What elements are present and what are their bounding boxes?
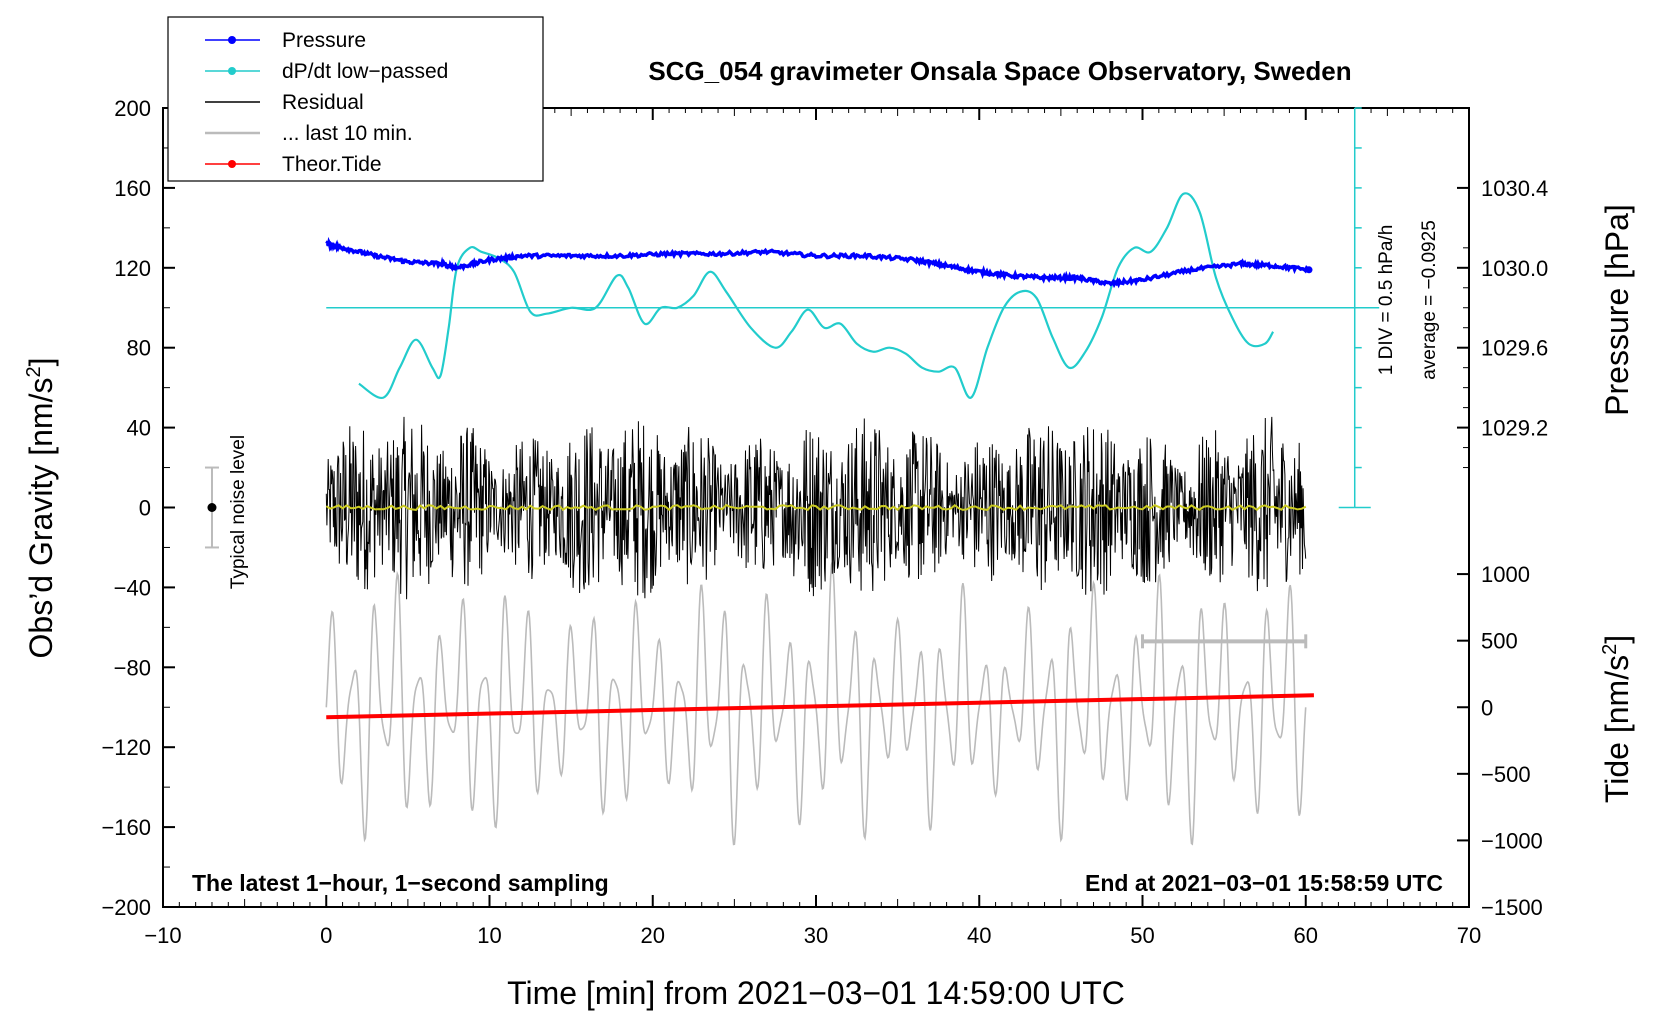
x-tick-label: 40 [967,923,991,948]
x-tick-label: 60 [1294,923,1318,948]
pressure-tick-label: 1030.0 [1481,256,1548,281]
y-tick-label: −200 [101,895,151,920]
x-tick-label: 0 [320,923,332,948]
pressure-line [325,236,1309,289]
pressure-axis-title: Pressure [hPa] [1599,204,1635,416]
y-tick-label: −80 [114,655,151,680]
legend: Pressure dP/dt low−passed Residual ... last… [167,16,544,182]
noise-bar-center-dot [207,503,217,512]
x-tick-label: 20 [641,923,665,948]
pressure-tick-label: 1029.2 [1481,416,1548,441]
tide-tick-label: 500 [1481,629,1518,654]
legend-label: Pressure [282,29,366,52]
y-tick-label: 40 [127,416,151,441]
x-tick-label: 70 [1457,923,1481,948]
dpdt-div-label: 1 DIV = 0.5 hPa/h [1376,225,1397,376]
y-tick-label: −160 [101,815,151,840]
pressure-tick-label: 1029.6 [1481,336,1548,361]
y-tick-label: 200 [114,96,151,121]
y-tick-label: 120 [114,256,151,281]
tide-tick-label: −1500 [1481,895,1543,920]
tide-tick-label: 1000 [1481,562,1530,587]
last-10-min-line [325,561,1307,846]
x-tick-label: −10 [144,923,181,948]
tide-tick-label: −1000 [1481,828,1543,853]
legend-label: Theor.Tide [282,153,382,176]
y-tick-label: 0 [139,496,151,521]
y-tick-label: 80 [127,336,151,361]
residual-mean-line [325,503,1307,512]
legend-marker [228,160,236,168]
y-tick-label: 160 [114,176,151,201]
noise-level-label: Typical noise level [228,435,249,589]
legend-marker [228,67,236,75]
y-tick-label: −40 [114,575,151,600]
tide-tick-label: 0 [1481,695,1493,720]
legend-label: dP/dt low−passed [282,60,448,83]
dpdt-average-label: average = −0.0925 [1419,220,1440,380]
theor-tide-line [326,693,1314,720]
pressure-tick-label: 1030.4 [1481,176,1548,201]
note-right: End at 2021−03−01 15:58:59 UTC [1085,870,1443,896]
chart-title: SCG_054 gravimeter Onsala Space Observat… [648,56,1351,86]
x-tick-label: 10 [477,923,501,948]
residual-line [325,416,1307,600]
legend-label: ... last 10 min. [282,122,413,145]
x-axis-title: Time [min] from 2021−03−01 14:59:00 UTC [507,975,1125,1011]
y-tick-label: −120 [101,735,151,760]
dpdt-line [358,192,1275,399]
x-tick-label: 50 [1130,923,1154,948]
x-tick-label: 30 [804,923,828,948]
legend-label: Residual [282,91,364,114]
tide-tick-label: −500 [1481,762,1531,787]
tide-axis-title: Tide [nm/s2] [1599,635,1635,803]
pressure-end-point [1305,266,1313,274]
note-left: The latest 1−hour, 1−second sampling [192,870,609,896]
legend-marker [228,36,236,44]
y-axis-title: Obs’d Gravity [nm/s2] [23,358,59,659]
legend-box [167,16,544,182]
